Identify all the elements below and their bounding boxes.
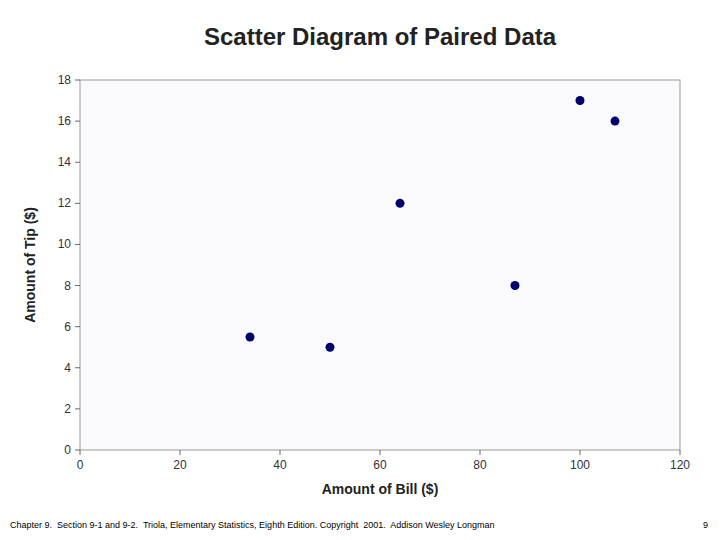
y-axis: 0 2 4 6 8 10 12 14 16 18 — [58, 73, 80, 457]
point — [246, 332, 255, 341]
y-tick-label: 4 — [64, 361, 71, 375]
x-tick-label: 0 — [77, 458, 84, 472]
points — [246, 96, 620, 352]
y-tick-label: 0 — [64, 443, 71, 457]
y-tick-label: 10 — [58, 237, 72, 251]
x-tick-label: 120 — [670, 458, 690, 472]
plot-area — [80, 80, 680, 450]
x-tick — [380, 450, 381, 455]
y-tick — [75, 367, 80, 368]
y-tick — [75, 121, 80, 122]
point — [511, 281, 520, 290]
x-tick-label: 100 — [570, 458, 590, 472]
x-axis-label: Amount of Bill ($) — [322, 481, 439, 497]
y-tick-label: 14 — [58, 155, 72, 169]
x-axis: 0 20 40 60 80 100 120 — [77, 450, 691, 472]
y-tick — [75, 285, 80, 286]
title: Scatter Diagram of Paired Data — [204, 23, 557, 50]
chart-svg: Scatter Diagram of Paired Data0204060801… — [0, 0, 720, 540]
footer-number: 9 — [703, 520, 708, 530]
y-tick-label: 12 — [58, 196, 72, 210]
y-tick-label: 18 — [58, 73, 72, 87]
y-tick-label: 8 — [64, 279, 71, 293]
x-tick-label: 60 — [373, 458, 387, 472]
y-tick-label: 6 — [64, 320, 71, 334]
y-tick-label: 16 — [58, 114, 72, 128]
y-tick — [75, 203, 80, 204]
y-tick — [75, 80, 80, 81]
y-tick — [75, 408, 80, 409]
y-tick — [75, 244, 80, 245]
point — [326, 343, 335, 352]
x-tick-label: 40 — [273, 458, 287, 472]
x-tick — [280, 450, 281, 455]
chart-container: Scatter Diagram of Paired Data0204060801… — [0, 0, 720, 540]
x-tick-label: 80 — [473, 458, 487, 472]
x-tick — [180, 450, 181, 455]
y-tick — [75, 162, 80, 163]
x-tick — [580, 450, 581, 455]
x-tick — [80, 450, 81, 455]
y-axis-label: Amount of Tip ($) — [22, 207, 38, 323]
x-tick-label: 20 — [173, 458, 187, 472]
point — [576, 96, 585, 105]
point — [611, 117, 620, 126]
x-tick — [480, 450, 481, 455]
y-tick — [75, 326, 80, 327]
x-tick — [680, 450, 681, 455]
point — [396, 199, 405, 208]
y-tick-label: 2 — [64, 402, 71, 416]
y-tick — [75, 450, 80, 451]
footer-text: Chapter 9. Section 9-1 and 9-2. Triola, … — [10, 520, 495, 530]
